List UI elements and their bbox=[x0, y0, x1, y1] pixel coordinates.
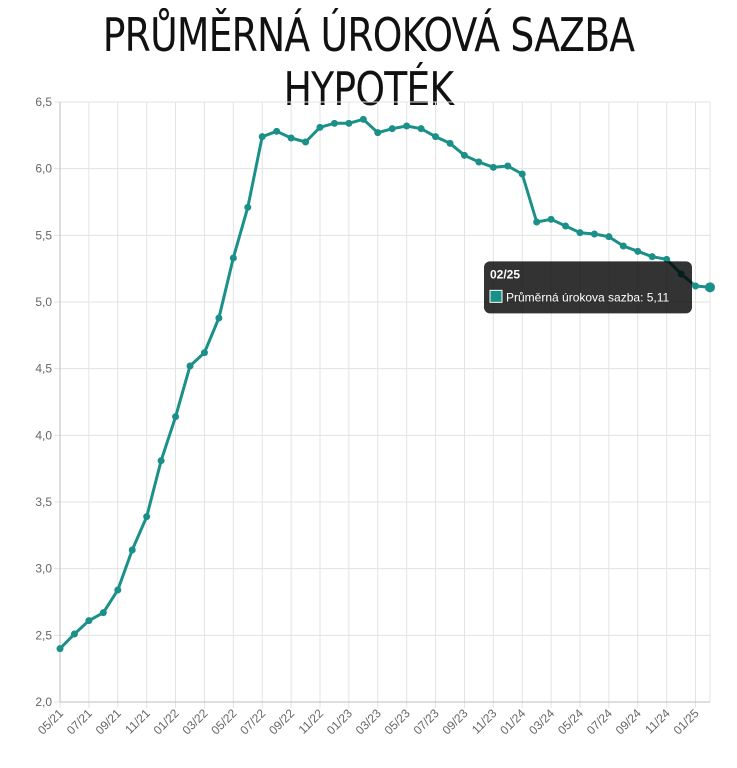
x-tick-label: 01/23 bbox=[324, 706, 355, 737]
data-point bbox=[157, 457, 165, 465]
y-tick-label: 3,0 bbox=[35, 562, 52, 576]
x-tick-label: 05/21 bbox=[35, 706, 66, 737]
data-point bbox=[287, 134, 295, 142]
x-tick-label: 03/24 bbox=[526, 706, 557, 737]
tooltip-title: 02/25 bbox=[490, 267, 520, 281]
y-tick-label: 6,0 bbox=[35, 162, 52, 176]
x-tick-label: 07/22 bbox=[237, 706, 268, 737]
data-point bbox=[634, 247, 642, 255]
data-point bbox=[403, 122, 411, 130]
data-point bbox=[446, 139, 454, 147]
data-point bbox=[475, 158, 483, 166]
data-point bbox=[316, 123, 324, 131]
data-point bbox=[504, 162, 512, 170]
data-point bbox=[70, 630, 78, 638]
data-point bbox=[518, 170, 526, 178]
data-point bbox=[85, 617, 93, 625]
data-point bbox=[663, 255, 671, 263]
data-point bbox=[143, 513, 151, 521]
x-tick-label: 09/22 bbox=[266, 706, 297, 737]
chart-grid bbox=[54, 101, 711, 708]
data-point bbox=[302, 138, 310, 146]
x-tick-label: 09/21 bbox=[93, 706, 124, 737]
series-layer bbox=[56, 115, 715, 653]
data-point bbox=[345, 119, 353, 127]
tooltip-label: Průměrná úrokova sazba: 5,11 bbox=[506, 290, 670, 304]
y-axis-ticks: 2,0 2,5 3,0 3,5 4,0 4,5 5,0 5,5 6,0 6,5 bbox=[35, 95, 52, 709]
y-tick-label: 5,0 bbox=[35, 295, 52, 309]
x-tick-label: 03/22 bbox=[179, 706, 210, 737]
x-tick-label: 09/24 bbox=[613, 706, 644, 737]
data-point bbox=[258, 133, 266, 141]
y-tick-label: 2,5 bbox=[35, 628, 52, 642]
data-point bbox=[128, 546, 136, 554]
x-tick-label: 07/21 bbox=[64, 706, 95, 737]
data-point bbox=[705, 282, 715, 293]
data-point bbox=[244, 203, 252, 211]
data-point bbox=[648, 253, 656, 261]
data-point bbox=[460, 151, 468, 159]
data-point bbox=[489, 163, 497, 171]
tooltip-swatch bbox=[489, 289, 503, 303]
y-tick-label: 4,0 bbox=[35, 428, 52, 442]
chart-title: PRŮMĚRNÁ ÚROKOVÁ SAZBA HYPOTÉK bbox=[102, 8, 635, 116]
x-tick-label: 03/23 bbox=[353, 706, 384, 737]
x-axis-ticks: 05/2107/2109/2111/2101/2203/2205/2207/22… bbox=[35, 706, 702, 737]
data-point bbox=[215, 314, 223, 322]
tooltip-box bbox=[484, 261, 692, 314]
data-point bbox=[114, 586, 122, 594]
x-tick-label: 11/23 bbox=[469, 706, 500, 737]
data-point bbox=[417, 125, 425, 133]
tooltip: 02/25 Průměrná úrokova sazba: 5,11 bbox=[484, 261, 692, 314]
data-point bbox=[56, 645, 64, 653]
data-point bbox=[374, 129, 382, 137]
series-line bbox=[58, 117, 712, 651]
y-tick-label: 4,5 bbox=[35, 362, 52, 376]
data-point bbox=[229, 254, 237, 262]
x-tick-label: 11/24 bbox=[642, 706, 673, 737]
data-point bbox=[619, 242, 627, 250]
data-point bbox=[200, 349, 208, 357]
x-tick-label: 01/25 bbox=[671, 706, 702, 737]
x-tick-label: 01/22 bbox=[151, 706, 182, 737]
data-point bbox=[533, 218, 541, 226]
data-point bbox=[186, 362, 194, 370]
x-tick-label: 07/23 bbox=[411, 706, 442, 737]
x-tick-label: 07/24 bbox=[584, 706, 615, 737]
data-point bbox=[590, 230, 598, 238]
x-tick-label: 05/22 bbox=[208, 706, 239, 737]
data-point bbox=[99, 609, 107, 617]
x-tick-label: 01/24 bbox=[497, 706, 528, 737]
y-tick-label: 2,0 bbox=[35, 695, 52, 709]
data-point bbox=[576, 229, 584, 237]
x-tick-label: 05/24 bbox=[555, 706, 586, 737]
x-tick-label: 05/23 bbox=[382, 706, 413, 737]
data-point bbox=[562, 222, 570, 230]
x-tick-label: 11/21 bbox=[122, 706, 153, 737]
data-point bbox=[330, 119, 338, 127]
data-point bbox=[273, 127, 281, 135]
data-point bbox=[388, 125, 396, 133]
y-tick-label: 5,5 bbox=[35, 228, 52, 242]
data-point bbox=[359, 115, 367, 123]
y-tick-label: 6,5 bbox=[35, 95, 52, 109]
x-tick-label: 11/22 bbox=[296, 706, 327, 737]
data-point bbox=[547, 215, 555, 223]
data-point bbox=[432, 133, 440, 141]
y-tick-label: 3,5 bbox=[35, 495, 52, 509]
x-tick-label: 09/23 bbox=[439, 706, 470, 737]
data-point bbox=[605, 233, 613, 241]
data-point bbox=[172, 413, 180, 421]
data-point bbox=[692, 282, 700, 290]
